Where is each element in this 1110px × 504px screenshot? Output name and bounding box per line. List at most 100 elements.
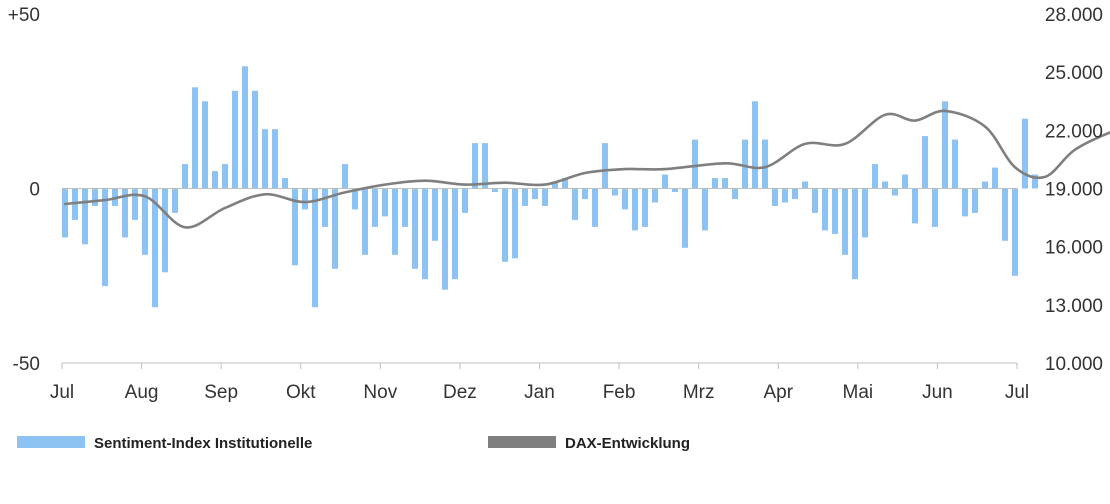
sentiment-bar xyxy=(182,164,188,189)
sentiment-bar xyxy=(892,188,898,196)
sentiment-bar xyxy=(742,139,748,189)
legend-label-dax: DAX-Entwicklung xyxy=(565,435,690,452)
sentiment-bar xyxy=(872,164,878,189)
legend-swatch-dax xyxy=(488,436,556,448)
sentiment-bar xyxy=(982,181,988,189)
sentiment-bar xyxy=(682,188,688,248)
sentiment-bar xyxy=(122,188,128,238)
sentiment-bar xyxy=(602,143,608,189)
sentiment-bar xyxy=(312,188,318,308)
sentiment-bar xyxy=(142,188,148,255)
x-tick-label: Jan xyxy=(524,382,555,403)
sentiment-bar xyxy=(942,101,948,189)
dax-line xyxy=(63,109,1110,229)
x-tick-label: Jul xyxy=(50,382,74,403)
sentiment-bar xyxy=(862,188,868,238)
sentiment-bar xyxy=(92,188,98,206)
sentiment-bar xyxy=(432,188,438,241)
sentiment-bar xyxy=(392,188,398,255)
sentiment-bar xyxy=(332,188,338,269)
sentiment-bar xyxy=(452,188,458,280)
x-tick-label: Jun xyxy=(922,382,953,403)
y-right-tick-label: 16.000 xyxy=(1045,238,1103,259)
sentiment-bar xyxy=(152,188,158,308)
sentiment-bar xyxy=(842,188,848,255)
sentiment-bar xyxy=(512,188,518,259)
sentiment-bar xyxy=(522,188,528,206)
sentiment-bar xyxy=(612,188,618,196)
sentiment-bar xyxy=(882,181,888,189)
x-tick-label: Apr xyxy=(763,382,793,403)
sentiment-bar xyxy=(382,188,388,217)
sentiment-bar xyxy=(282,178,288,189)
sentiment-bar xyxy=(412,188,418,269)
sentiment-bar xyxy=(292,188,298,266)
sentiment-bar xyxy=(712,178,718,189)
sentiment-bar xyxy=(562,178,568,189)
sentiment-bar xyxy=(992,167,998,189)
sentiment-bar xyxy=(472,143,478,189)
sentiment-bar xyxy=(222,164,228,189)
legend: Sentiment-Index Institutionelle DAX-Entwi… xyxy=(17,435,690,452)
x-tick-label: Mrz xyxy=(683,382,715,403)
sentiment-bar xyxy=(162,188,168,273)
y-right-tick-label: 10.000 xyxy=(1045,354,1103,375)
sentiment-bar xyxy=(502,188,508,262)
sentiment-bar xyxy=(422,188,428,280)
sentiment-bar xyxy=(922,136,928,189)
sentiment-bar xyxy=(772,188,778,206)
sentiment-bar xyxy=(272,129,278,189)
sentiment-bar xyxy=(752,101,758,189)
sentiment-bar xyxy=(482,143,488,189)
sentiment-bar xyxy=(812,188,818,213)
x-tick-label: Okt xyxy=(286,382,316,403)
x-tick-label: Sep xyxy=(204,382,238,403)
legend-swatch-sentiment xyxy=(17,436,85,448)
sentiment-bar xyxy=(582,188,588,199)
sentiment-bar xyxy=(652,188,658,203)
sentiment-bar xyxy=(462,188,468,213)
sentiment-bar xyxy=(62,188,68,238)
sentiment-bar xyxy=(972,188,978,213)
y-right-tick-label: 22.000 xyxy=(1045,121,1103,142)
x-tick-label: Jul xyxy=(1005,382,1029,403)
sentiment-bar xyxy=(302,188,308,210)
y-right-tick-label: 13.000 xyxy=(1045,296,1103,317)
sentiment-bar xyxy=(542,188,548,206)
axes-group xyxy=(61,188,1018,369)
sentiment-bar xyxy=(592,188,598,227)
sentiment-bar xyxy=(782,188,788,203)
sentiment-bar xyxy=(1022,118,1028,189)
y-left-tick-label: -50 xyxy=(13,354,40,375)
y-left-tick-label: 0 xyxy=(29,180,40,201)
sentiment-bar xyxy=(702,188,708,231)
sentiment-bar xyxy=(622,188,628,210)
sentiment-bar xyxy=(572,188,578,220)
x-tick-label: Feb xyxy=(603,382,636,403)
sentiment-bar xyxy=(632,188,638,231)
sentiment-bar xyxy=(232,90,238,189)
sentiment-bar xyxy=(1012,188,1018,276)
sentiment-bar xyxy=(192,87,198,189)
sentiment-bar xyxy=(662,174,668,189)
x-tick-label: Mai xyxy=(843,382,874,403)
sentiment-bar xyxy=(172,188,178,213)
sentiment-bar xyxy=(552,181,558,189)
sentiment-bar xyxy=(82,188,88,245)
sentiment-bar xyxy=(1002,188,1008,241)
sentiment-bar xyxy=(342,164,348,189)
sentiment-bar xyxy=(672,188,678,192)
sentiment-bar xyxy=(822,188,828,231)
sentiment-bar xyxy=(492,188,498,192)
sentiment-bar xyxy=(252,90,258,189)
line-series-group xyxy=(63,109,1110,229)
y-left-tick-label: +50 xyxy=(8,5,40,26)
sentiment-bar xyxy=(962,188,968,217)
sentiment-bar xyxy=(402,188,408,227)
sentiment-bar xyxy=(442,188,448,290)
legend-label-sentiment: Sentiment-Index Institutionelle xyxy=(94,435,312,452)
sentiment-bar xyxy=(852,188,858,280)
tick-labels-group: Jul Aug Sep Okt Nov Dez Jan Feb Mrz Apr Mai Jun Jul +… xyxy=(8,5,1103,403)
